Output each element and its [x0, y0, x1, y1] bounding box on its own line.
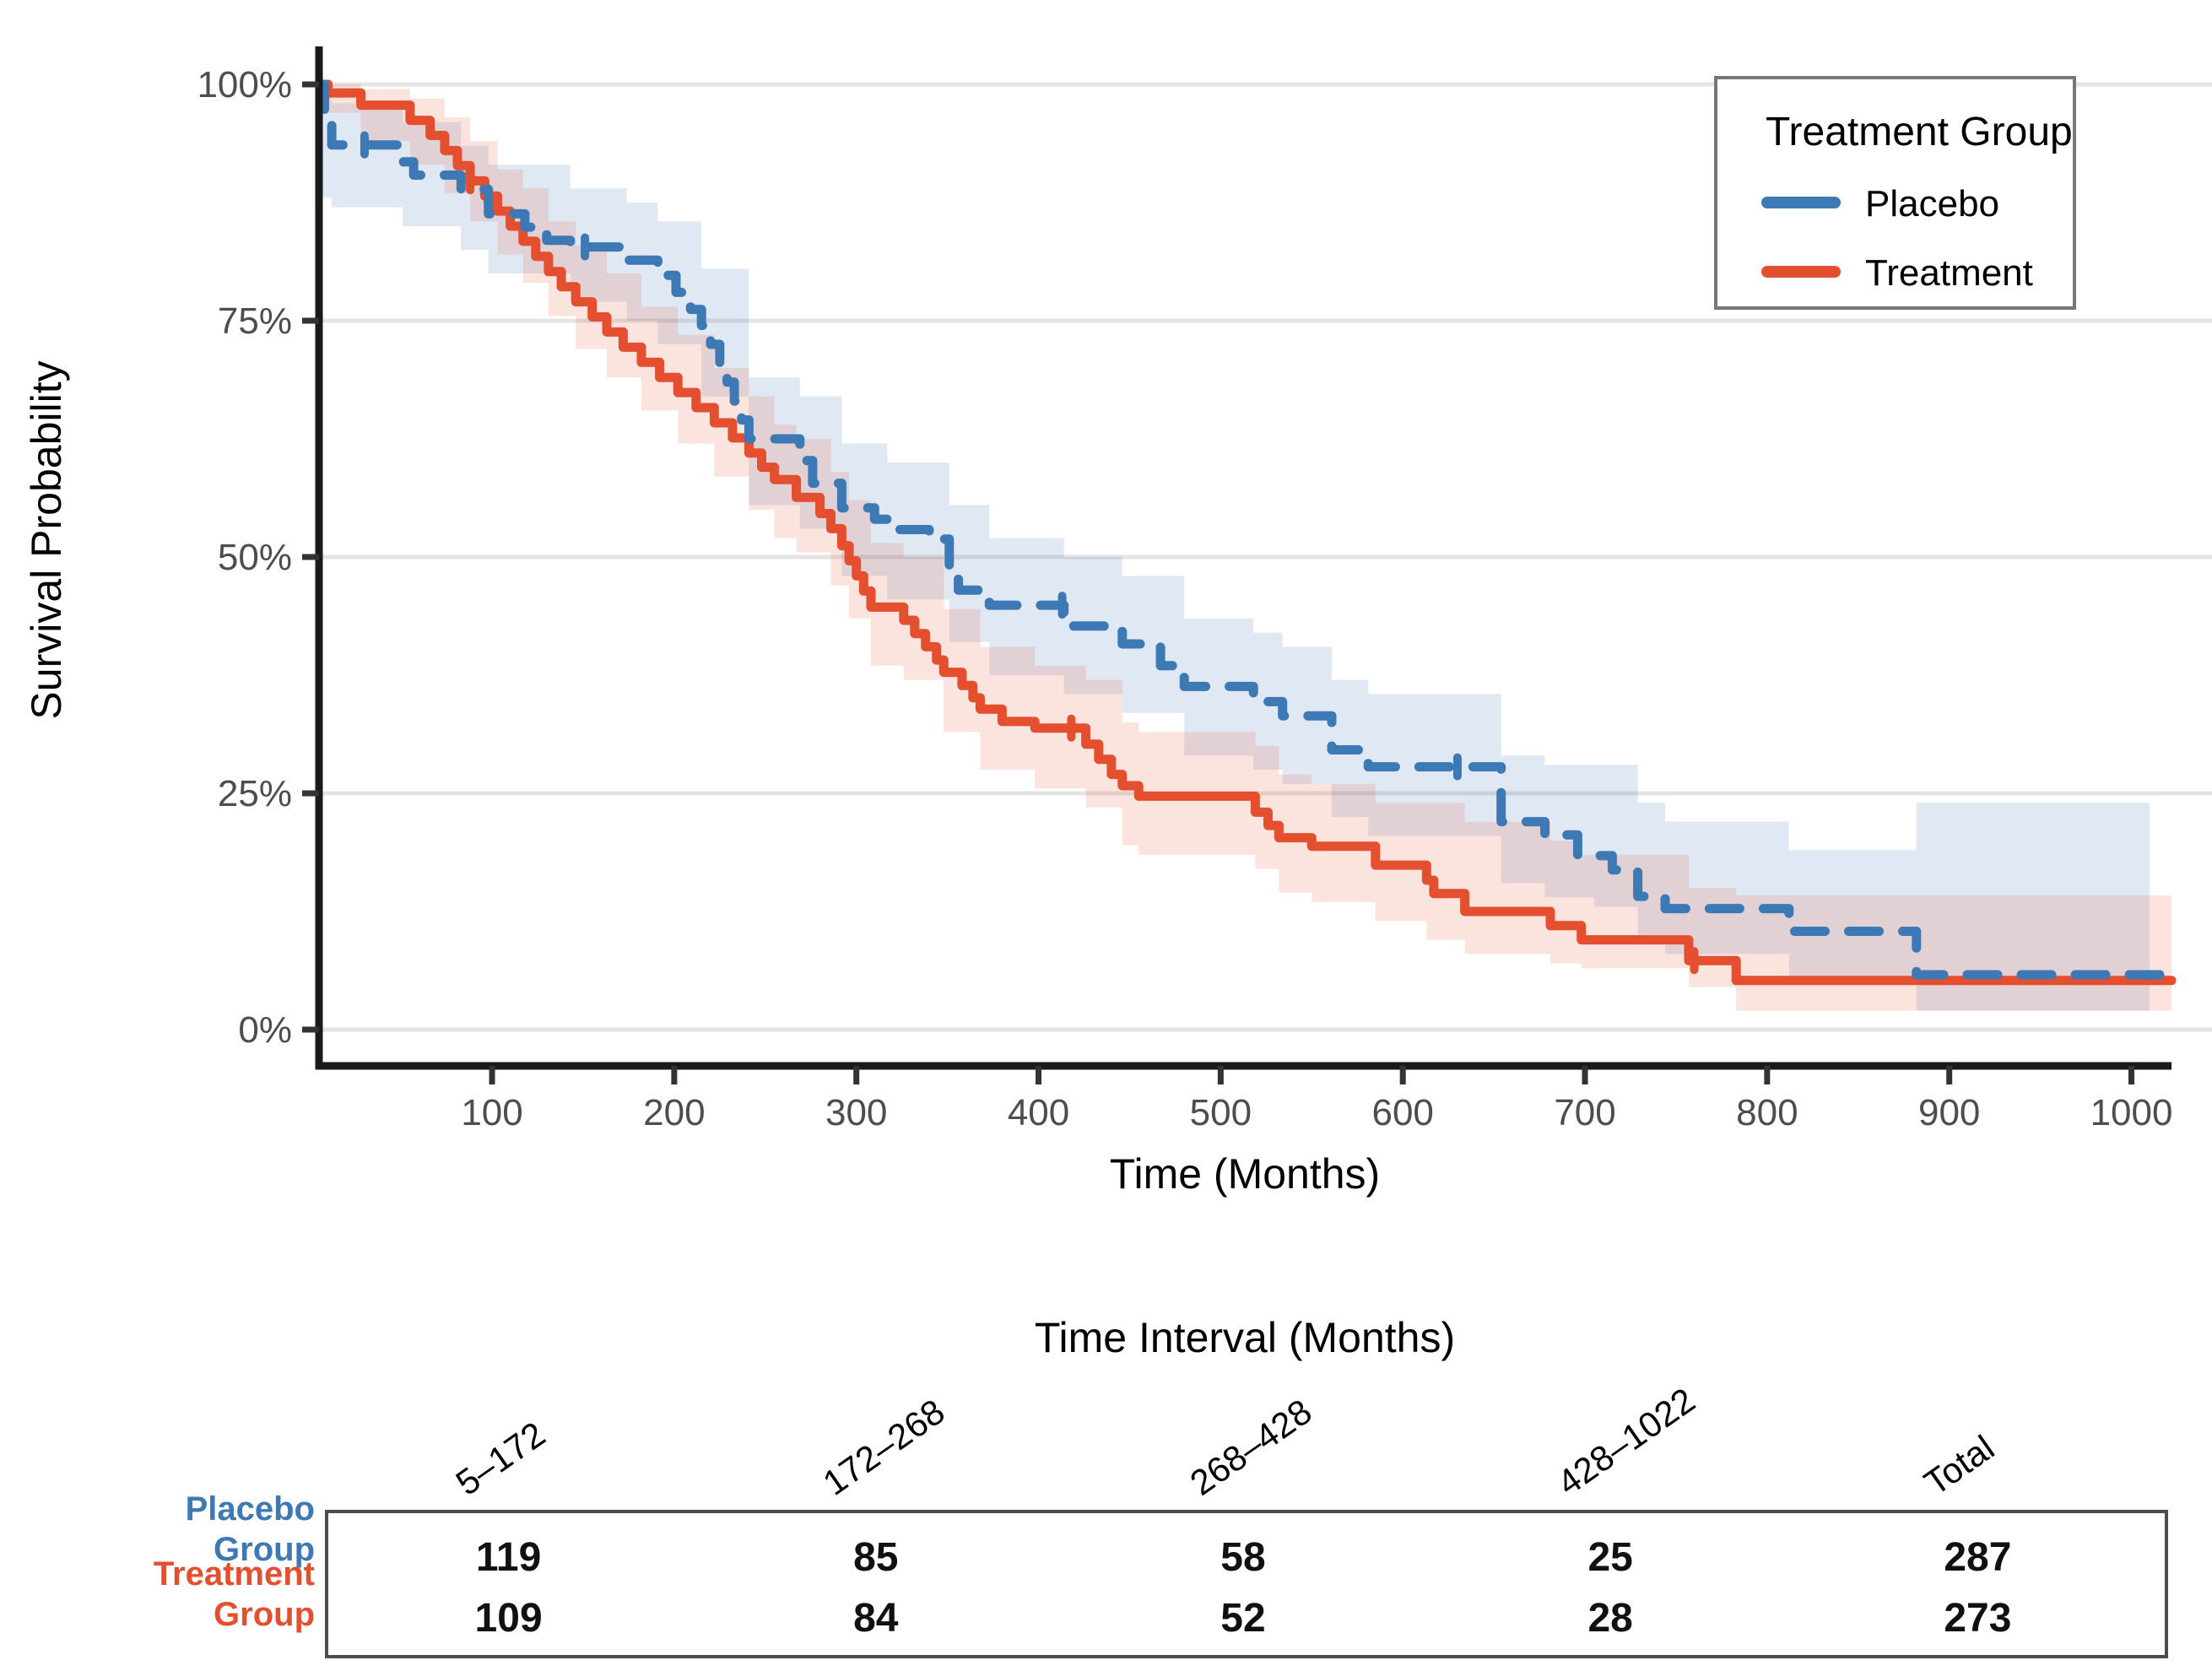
legend-label-treatment: Treatment: [1865, 252, 2033, 294]
x-tick-label: 600: [1371, 1092, 1433, 1133]
risk-row-label-treatment-line2: Group: [214, 1596, 315, 1633]
risk-count-treatment-group: 28: [1587, 1596, 1633, 1641]
legend: Treatment Group Placebo Treatment: [1714, 76, 2076, 310]
x-tick-label: 400: [1008, 1092, 1069, 1133]
risk-column-header: 428–1022: [1549, 1380, 1702, 1503]
treatment-confidence-ribbon: [319, 84, 2171, 1011]
x-tick-label: 300: [825, 1092, 887, 1133]
placebo-censor-mark: [1452, 753, 1462, 781]
risk-count-placebo-group: 85: [853, 1535, 899, 1580]
risk-count-placebo-group: 58: [1220, 1535, 1266, 1580]
x-axis-title: Time (Months): [1110, 1150, 1380, 1198]
risk-count-placebo-group: 25: [1587, 1535, 1633, 1580]
risk-count-treatment-group: 109: [474, 1596, 543, 1641]
placebo-confidence-ribbon: [319, 84, 2150, 1011]
risk-count-placebo-group: 287: [1944, 1535, 2012, 1580]
placebo-censor-mark: [1057, 592, 1067, 619]
x-tick-label: 1000: [2090, 1092, 2173, 1133]
placebo-censor-mark: [360, 131, 369, 159]
y-tick-label: 100%: [197, 64, 292, 105]
placebo-survival-curve: [314, 79, 2177, 980]
x-tick-label: 900: [1918, 1092, 1980, 1133]
risk-count-placebo-group: 119: [475, 1535, 542, 1580]
x-tick-label: 700: [1554, 1092, 1615, 1133]
survival-plot: 0% 25% 50% 75% 100% 100 200 300 400 500 600 700 800 9…: [23, 46, 2212, 1198]
x-tick-label: 200: [643, 1092, 705, 1133]
treatment-censor-mark: [1690, 947, 1699, 975]
y-tick-label: 25%: [218, 773, 292, 814]
risk-column-header: 5–172: [448, 1414, 552, 1503]
risk-row-label-treatment-line1: Treatment: [153, 1555, 315, 1593]
plot-layer: 0% 25% 50% 75% 100% 100 200 300 400 500 600 700 800 9…: [197, 46, 2212, 1133]
y-tick-label: 0%: [238, 1009, 292, 1051]
x-tick-label: 800: [1736, 1092, 1798, 1133]
risk-column-header: Total: [1917, 1427, 2002, 1503]
legend-label-placebo: Placebo: [1865, 183, 1999, 224]
risk-table-box: [325, 1510, 2168, 1658]
x-tick-label: 500: [1190, 1092, 1252, 1133]
risk-column-header: 268–428: [1182, 1391, 1319, 1503]
risk-count-treatment-group: 52: [1220, 1596, 1266, 1641]
risk-column-header: 172–268: [815, 1391, 952, 1503]
treatment-censor-mark: [466, 167, 475, 195]
placebo-censor-mark: [581, 233, 590, 261]
y-tick-label: 50%: [218, 537, 292, 578]
x-tick-label: 100: [461, 1092, 522, 1133]
treatment-censor-mark: [1067, 714, 1076, 742]
risk-row-label-placebo-line1: Placebo: [185, 1490, 315, 1528]
risk-table-title: Time Interval (Months): [1034, 1314, 1456, 1361]
legend-title: Treatment Group: [1766, 110, 2073, 154]
risk-row-label-treatment: Treatment Group: [4, 1554, 315, 1635]
risk-row-label-placebo: Placebo Group: [4, 1489, 315, 1570]
y-axis-title: Survival Probability: [23, 360, 70, 719]
risk-row-label-placebo-line2: Group: [214, 1531, 315, 1568]
y-tick-label: 75%: [218, 300, 292, 342]
risk-count-treatment-group: 273: [1944, 1596, 2012, 1641]
risk-count-treatment-group: 84: [853, 1596, 899, 1641]
